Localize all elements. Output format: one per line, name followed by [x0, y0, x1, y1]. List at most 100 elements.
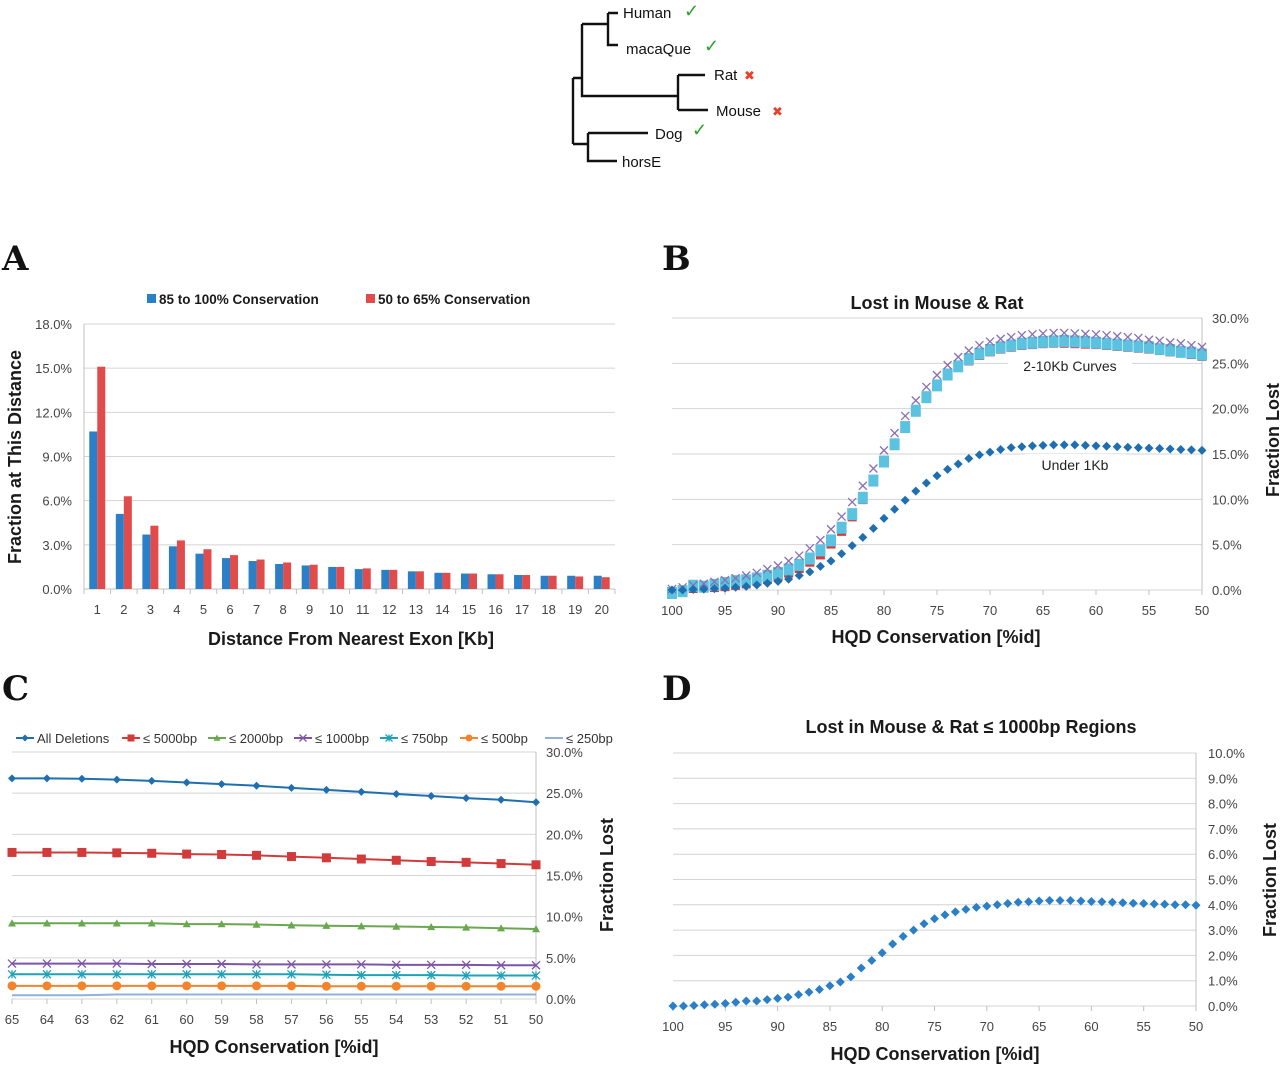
x-tick-label: 59 — [214, 1012, 228, 1027]
data-point — [321, 853, 331, 863]
y-tick-label: 10.0% — [1208, 746, 1245, 761]
data-point-2-10kb — [953, 352, 963, 362]
data-point-under-1kb — [953, 459, 963, 469]
data-point-2-10kb — [900, 421, 911, 434]
data-point-2-10kb — [921, 391, 932, 404]
panel-label-d: D — [662, 669, 691, 709]
chart-title: Lost in Mouse & Rat — [850, 293, 1023, 313]
data-point-under-1kb — [879, 513, 889, 523]
x-tick-label: 14 — [435, 602, 449, 617]
data-point — [391, 960, 401, 970]
data-point-under-1kb — [1059, 440, 1069, 450]
data-point — [531, 960, 541, 970]
bar-low-conservation — [203, 549, 212, 589]
annotation-under-1kb: Under 1Kb — [1042, 457, 1109, 473]
y-tick-label: 6.0% — [1208, 847, 1238, 862]
y-tick-label: 0.0% — [42, 582, 72, 597]
bar-low-conservation — [97, 366, 106, 589]
x-tick-label: 52 — [459, 1012, 473, 1027]
bar-high-conservation — [487, 574, 496, 589]
data-point — [783, 992, 793, 1002]
data-point — [1045, 895, 1055, 905]
data-point-under-1kb — [773, 576, 783, 586]
data-point-2-10kb — [762, 564, 772, 574]
data-point — [321, 981, 331, 991]
data-point — [1118, 898, 1128, 908]
x-tick-label: 90 — [771, 603, 785, 618]
data-point — [286, 852, 296, 862]
data-point-2-10kb — [784, 556, 794, 566]
data-point-under-1kb — [699, 584, 709, 594]
bar-high-conservation — [222, 558, 231, 589]
x-tick-label: 17 — [515, 602, 529, 617]
data-point — [898, 931, 908, 941]
data-point-2-10kb — [1102, 330, 1112, 340]
data-point-under-1kb — [900, 495, 910, 505]
legend-label: ≤ 250bp — [566, 731, 613, 746]
x-tick-label: 60 — [1089, 603, 1103, 618]
data-point-under-1kb — [709, 584, 719, 594]
data-point — [147, 776, 156, 785]
data-point — [462, 923, 471, 931]
data-point — [356, 959, 366, 969]
x-axis-title: HQD Conservation [%id] — [831, 627, 1040, 647]
data-point-2-10kb — [911, 396, 921, 405]
y-tick-label: 9.0% — [1208, 771, 1238, 786]
data-point-2-10kb — [1197, 348, 1207, 361]
legend-marker — [21, 734, 29, 742]
bar-high-conservation — [115, 513, 124, 589]
y-tick-label: 9.0% — [42, 450, 72, 465]
data-point-2-10kb — [1091, 329, 1101, 339]
data-point — [42, 847, 52, 857]
bar-low-conservation — [256, 559, 265, 589]
panel-label-b: B — [662, 239, 691, 279]
y-tick-label: 10.0% — [546, 910, 583, 925]
x-tick-label: 55 — [1136, 1019, 1150, 1034]
data-point-2-10kb — [1006, 332, 1016, 342]
y-tick-label: 1.0% — [1208, 974, 1238, 989]
data-point-2-10kb — [985, 337, 995, 347]
data-point — [392, 922, 401, 930]
data-point — [112, 848, 122, 858]
y-tick-label: 5.0% — [1212, 538, 1242, 553]
data-point — [356, 970, 366, 980]
panel-label-c: C — [2, 669, 29, 709]
data-point — [426, 981, 436, 991]
data-point-2-10kb — [730, 575, 741, 588]
data-point-under-1kb — [731, 582, 741, 592]
x-tick-label: 57 — [284, 1012, 298, 1027]
data-point-2-10kb — [985, 344, 995, 357]
x-tick-label: 18 — [541, 602, 555, 617]
data-point-under-1kb — [826, 556, 836, 566]
data-point-under-1kb — [1144, 443, 1154, 453]
legend-label: 85 to 100% Conservation — [159, 292, 319, 307]
chart-d: 0.0% 1.0% 2.0% 3.0% 4.0% 5.0% 6.0% 7.0% 8.0% 9.0%… — [662, 717, 1280, 1064]
x-tick-label: 100 — [662, 1019, 684, 1034]
bar-high-conservation — [89, 431, 98, 589]
y-tick-label: 20.0% — [546, 827, 583, 842]
annotation-2-10kb: 2-10Kb Curves — [1023, 358, 1116, 374]
y-tick-label: 18.0% — [35, 317, 72, 332]
data-point-under-1kb — [1070, 440, 1080, 450]
data-point-2-10kb — [1006, 339, 1017, 352]
data-point-under-1kb — [1102, 441, 1112, 451]
data-point — [532, 925, 540, 933]
data-point-under-1kb — [741, 581, 751, 591]
data-point — [356, 854, 366, 864]
y-axis-title: Fraction Lost — [1260, 823, 1280, 937]
data-point — [252, 920, 261, 928]
data-point-under-1kb — [1091, 441, 1101, 451]
bar-low-conservation — [548, 575, 557, 589]
y-axis-title: Fraction Lost — [1263, 383, 1280, 497]
data-point — [461, 857, 471, 867]
data-point — [846, 972, 856, 982]
bar-low-conservation — [389, 569, 398, 589]
data-point — [182, 981, 192, 991]
bar-low-conservation — [230, 555, 239, 589]
data-point-2-10kb — [1038, 328, 1048, 338]
data-point-2-10kb — [932, 379, 942, 392]
data-point — [321, 970, 331, 980]
x-tick-label: 20 — [594, 602, 608, 617]
data-point-2-10kb — [709, 577, 719, 587]
x-tick-label: 65 — [1036, 603, 1050, 618]
